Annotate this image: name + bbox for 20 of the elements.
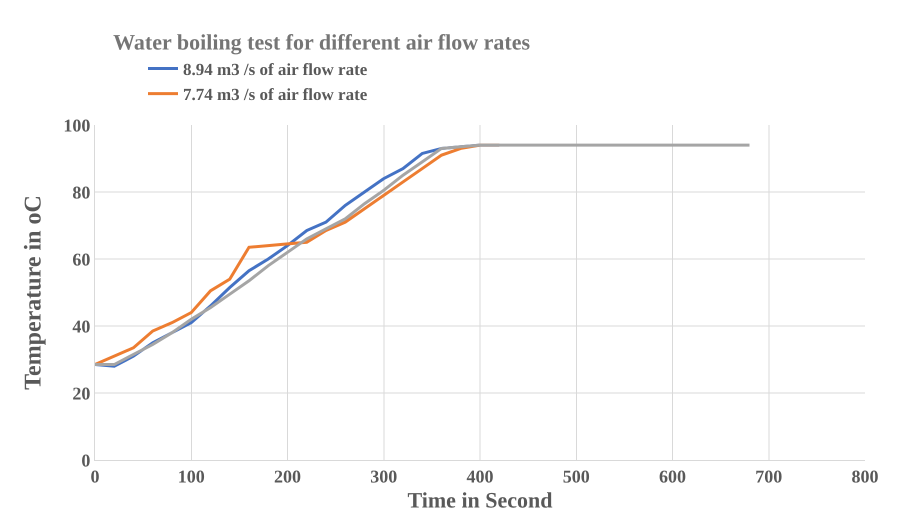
chart-title: Water boiling test for different air flow rates <box>113 29 530 54</box>
x-tick-label: 800 <box>852 466 878 487</box>
x-tick-label: 500 <box>562 466 590 487</box>
x-tick-label: 700 <box>755 466 782 487</box>
x-axis-title: Time in Second <box>407 488 553 512</box>
y-tick-label: 80 <box>72 182 90 202</box>
y-tick-label: 40 <box>72 316 90 336</box>
y-tick-label: 20 <box>72 383 90 404</box>
y-tick-label: 60 <box>72 249 90 270</box>
line-series <box>95 144 751 366</box>
y-tick-label: 100 <box>63 115 90 136</box>
x-tick-label: 200 <box>274 466 301 487</box>
legend-label: 7.74 m3 /s of air flow rate <box>183 85 368 104</box>
y-axis-title: Temperature in oC <box>20 195 46 390</box>
x-tick-label: 400 <box>466 466 494 487</box>
legend-label: 8.94 m3 /s of air flow rate <box>183 60 368 80</box>
x-tick-label: 100 <box>178 466 205 487</box>
x-tick-label: 300 <box>370 466 398 487</box>
x-tick-label: 600 <box>659 466 686 487</box>
y-tick-label: 0 <box>81 450 90 470</box>
